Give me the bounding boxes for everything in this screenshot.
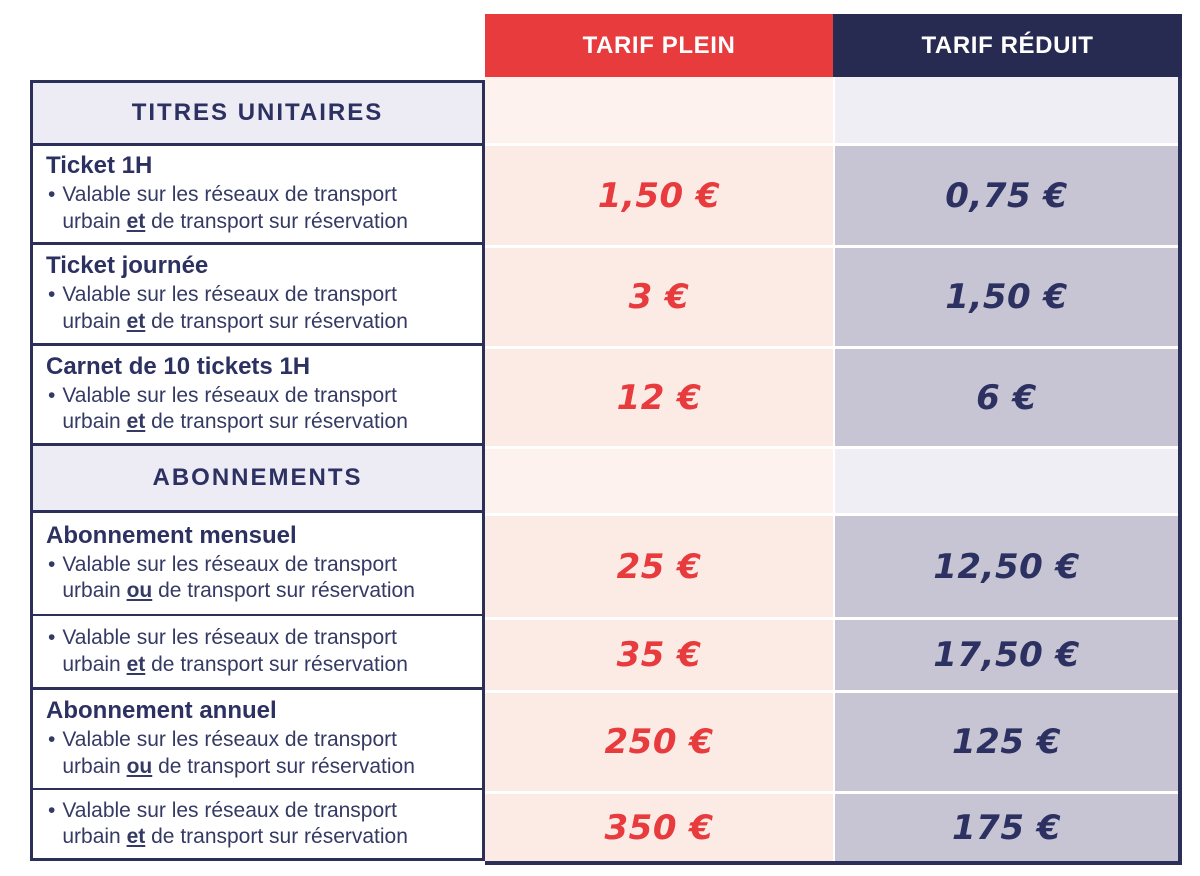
- bullet-keyword: et: [126, 825, 146, 848]
- bullet-icon: •: [48, 626, 56, 650]
- section-label: ABONNEMENTS: [152, 464, 363, 491]
- bullet-suffix: de transport sur réservation: [151, 309, 408, 333]
- price-cell-empty: [485, 446, 833, 513]
- price-value: 1,50 €: [945, 277, 1068, 317]
- price-cell-plein-carnet: 12 €: [485, 346, 833, 446]
- row-description: • Valable sur les réseaux de transport u…: [46, 182, 474, 235]
- price-value: 12 €: [616, 377, 702, 418]
- bullet-prefix: urbain: [62, 209, 121, 233]
- bullet-line1: Valable sur les réseaux de transport: [62, 798, 397, 822]
- bullet-suffix: de transport sur réservation: [151, 825, 408, 848]
- bullet-suffix: de transport sur réservation: [151, 209, 408, 233]
- bullet-line1: Valable sur les réseaux de transport: [62, 283, 397, 307]
- price-cell-reduit-ticket-1h: 0,75 €: [833, 143, 1178, 245]
- row-label-ticket-1h: Ticket 1H • Valable sur les réseaux de t…: [33, 143, 482, 242]
- price-cell-empty: [485, 77, 833, 143]
- price-value: 250 €: [604, 722, 714, 762]
- row-description: • Valable sur les réseaux de transport u…: [46, 625, 474, 678]
- row-description: • Valable sur les réseaux de transport u…: [46, 282, 474, 335]
- price-cell-reduit-annuel-ou: 125 €: [833, 690, 1178, 791]
- row-label-carnet-10-tickets: Carnet de 10 tickets 1H • Valable sur le…: [33, 343, 482, 443]
- bullet-keyword: et: [126, 410, 146, 434]
- bullet-keyword: et: [126, 309, 146, 333]
- row-title: Abonnement annuel: [46, 697, 277, 725]
- bullet-icon: •: [48, 552, 56, 576]
- bullet-suffix: de transport sur réservation: [158, 754, 415, 778]
- bullet-line1: Valable sur les réseaux de transport: [62, 383, 397, 407]
- tarif-plein-column: 1,50 € 3 € 12 € 25 € 35 € 250 € 350 €: [485, 77, 833, 865]
- row-title: Ticket 1H: [46, 152, 153, 180]
- row-label-mensuel-et-variant: • Valable sur les réseaux de transport u…: [33, 614, 482, 687]
- bullet-suffix: de transport sur réservation: [151, 410, 408, 434]
- bullet-prefix: urbain: [62, 579, 121, 603]
- price-cell-reduit-mensuel-et: 17,50 €: [833, 617, 1178, 690]
- row-description: • Valable sur les réseaux de transport u…: [46, 383, 474, 436]
- price-cell-plein-annuel-ou: 250 €: [485, 690, 833, 791]
- price-cell-reduit-ticket-journee: 1,50 €: [833, 245, 1178, 346]
- bullet-line1: Valable sur les réseaux de transport: [62, 626, 397, 650]
- section-header-abonnements: ABONNEMENTS: [33, 443, 482, 510]
- bullet-icon: •: [48, 383, 56, 407]
- price-cell-reduit-mensuel-ou: 12,50 €: [833, 513, 1178, 617]
- bullet-keyword: ou: [126, 579, 153, 603]
- price-cell-empty: [833, 77, 1178, 143]
- bullet-suffix: de transport sur réservation: [151, 652, 408, 676]
- bullet-icon: •: [48, 728, 56, 752]
- row-description: • Valable sur les réseaux de transport u…: [46, 798, 474, 851]
- row-label-abonnement-mensuel: Abonnement mensuel • Valable sur les rés…: [33, 510, 482, 614]
- bullet-keyword: et: [126, 652, 146, 676]
- row-label-ticket-journee: Ticket journée • Valable sur les réseaux…: [33, 242, 482, 343]
- price-cell-plein-ticket-1h: 1,50 €: [485, 143, 833, 245]
- price-value: 125 €: [952, 722, 1061, 762]
- row-label-annuel-et-variant: • Valable sur les réseaux de transport u…: [33, 788, 482, 858]
- price-value: 17,50 €: [933, 635, 1080, 675]
- bullet-icon: •: [48, 798, 56, 822]
- price-cell-empty: [833, 446, 1178, 513]
- tarif-plein-label: TARIF PLEIN: [582, 31, 736, 59]
- price-cell-plein-mensuel-ou: 25 €: [485, 513, 833, 617]
- price-cell-plein-ticket-journee: 3 €: [485, 245, 833, 346]
- bullet-prefix: urbain: [62, 652, 121, 676]
- price-value: 0,75 €: [945, 175, 1068, 216]
- price-cell-plein-annuel-et: 350 €: [485, 791, 833, 861]
- bullet-icon: •: [48, 283, 56, 307]
- bullet-prefix: urbain: [62, 309, 121, 333]
- bullet-prefix: urbain: [62, 410, 121, 434]
- row-label-abonnement-annuel: Abonnement annuel • Valable sur les rése…: [33, 687, 482, 788]
- bullet-keyword: ou: [126, 754, 153, 778]
- price-cell-reduit-annuel-et: 175 €: [833, 791, 1178, 861]
- price-value: 3 €: [628, 277, 690, 317]
- price-cell-reduit-carnet: 6 €: [833, 346, 1178, 446]
- column-header-tarif-reduit: TARIF RÉDUIT: [833, 14, 1182, 77]
- section-header-titres-unitaires: TITRES UNITAIRES: [33, 83, 482, 143]
- label-column: TITRES UNITAIRES Ticket 1H • Valable sur…: [30, 80, 485, 861]
- price-value: 1,50 €: [597, 175, 721, 216]
- tarif-reduit-label: TARIF RÉDUIT: [921, 31, 1094, 59]
- row-title: Carnet de 10 tickets 1H: [46, 352, 311, 380]
- bullet-suffix: de transport sur réservation: [158, 579, 415, 603]
- price-value: 6 €: [976, 377, 1037, 418]
- price-value: 12,50 €: [933, 546, 1080, 587]
- column-header-tarif-plein: TARIF PLEIN: [485, 14, 833, 77]
- row-description: • Valable sur les réseaux de transport u…: [46, 727, 474, 780]
- bullet-icon: •: [48, 183, 56, 207]
- row-title: Ticket journée: [46, 252, 209, 280]
- bullet-line1: Valable sur les réseaux de transport: [62, 183, 397, 207]
- bullet-prefix: urbain: [62, 754, 121, 778]
- price-value: 175 €: [952, 807, 1061, 848]
- price-cell-plein-mensuel-et: 35 €: [485, 617, 833, 690]
- section-label: TITRES UNITAIRES: [131, 99, 384, 126]
- price-value: 35 €: [616, 635, 702, 675]
- row-description: • Valable sur les réseaux de transport u…: [46, 552, 474, 605]
- price-value: 25 €: [616, 546, 702, 587]
- bullet-keyword: et: [126, 209, 146, 233]
- bullet-line1: Valable sur les réseaux de transport: [62, 728, 397, 752]
- tarif-reduit-column: 0,75 € 1,50 € 6 € 12,50 € 17,50 € 125 € …: [833, 77, 1182, 865]
- price-value: 350 €: [604, 807, 714, 848]
- row-title: Abonnement mensuel: [46, 521, 297, 549]
- bullet-line1: Valable sur les réseaux de transport: [62, 552, 397, 576]
- bullet-prefix: urbain: [62, 825, 121, 848]
